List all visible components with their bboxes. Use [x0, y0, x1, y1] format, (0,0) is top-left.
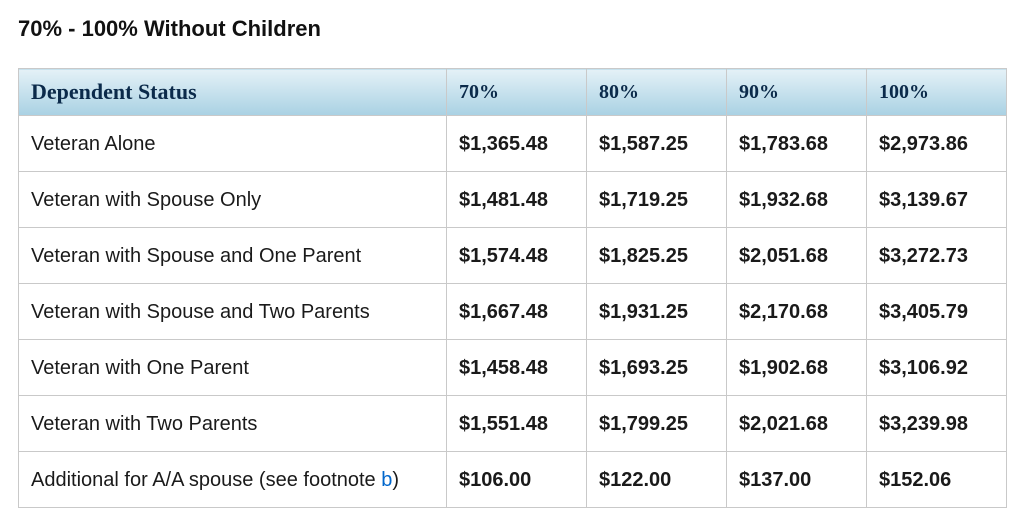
cell-100: $3,139.67: [867, 172, 1007, 228]
cell-80: $1,931.25: [587, 284, 727, 340]
cell-90: $1,932.68: [727, 172, 867, 228]
cell-status: Veteran with Spouse and One Parent: [19, 228, 447, 284]
cell-70: $1,365.48: [447, 116, 587, 172]
footnote-prefix: Additional for A/A spouse (see footnote: [31, 469, 381, 491]
cell-80: $1,693.25: [587, 340, 727, 396]
cell-100: $3,272.73: [867, 228, 1007, 284]
footnote-link-b[interactable]: b: [381, 469, 392, 491]
section-title: 70% - 100% Without Children: [18, 16, 1006, 42]
cell-status: Veteran with Two Parents: [19, 396, 447, 452]
table-header-row: Dependent Status 70% 80% 90% 100%: [19, 69, 1007, 116]
cell-90: $1,783.68: [727, 116, 867, 172]
cell-70: $1,458.48: [447, 340, 587, 396]
col-header-90: 90%: [727, 69, 867, 116]
cell-90: $1,902.68: [727, 340, 867, 396]
table-row: Veteran with Two Parents $1,551.48 $1,79…: [19, 396, 1007, 452]
cell-100: $3,106.92: [867, 340, 1007, 396]
cell-80: $122.00: [587, 452, 727, 508]
col-header-80: 80%: [587, 69, 727, 116]
col-header-100: 100%: [867, 69, 1007, 116]
cell-status: Veteran with One Parent: [19, 340, 447, 396]
cell-100: $3,239.98: [867, 396, 1007, 452]
footnote-suffix: ): [392, 469, 399, 491]
cell-70: $1,574.48: [447, 228, 587, 284]
cell-90: $137.00: [727, 452, 867, 508]
cell-80: $1,587.25: [587, 116, 727, 172]
table-row: Veteran Alone $1,365.48 $1,587.25 $1,783…: [19, 116, 1007, 172]
cell-status: Veteran with Spouse Only: [19, 172, 447, 228]
cell-90: $2,170.68: [727, 284, 867, 340]
cell-status-footnote: Additional for A/A spouse (see footnote …: [19, 452, 447, 508]
col-header-70: 70%: [447, 69, 587, 116]
cell-100: $152.06: [867, 452, 1007, 508]
cell-80: $1,799.25: [587, 396, 727, 452]
table-row: Veteran with Spouse and Two Parents $1,6…: [19, 284, 1007, 340]
rate-table: Dependent Status 70% 80% 90% 100% Vetera…: [18, 68, 1007, 508]
cell-90: $2,051.68: [727, 228, 867, 284]
cell-status: Veteran with Spouse and Two Parents: [19, 284, 447, 340]
cell-90: $2,021.68: [727, 396, 867, 452]
cell-70: $1,667.48: [447, 284, 587, 340]
cell-100: $2,973.86: [867, 116, 1007, 172]
cell-70: $1,481.48: [447, 172, 587, 228]
cell-status: Veteran Alone: [19, 116, 447, 172]
col-header-status: Dependent Status: [19, 69, 447, 116]
table-row: Veteran with One Parent $1,458.48 $1,693…: [19, 340, 1007, 396]
table-row-footnote: Additional for A/A spouse (see footnote …: [19, 452, 1007, 508]
cell-80: $1,825.25: [587, 228, 727, 284]
table-row: Veteran with Spouse Only $1,481.48 $1,71…: [19, 172, 1007, 228]
table-row: Veteran with Spouse and One Parent $1,57…: [19, 228, 1007, 284]
cell-70: $1,551.48: [447, 396, 587, 452]
cell-80: $1,719.25: [587, 172, 727, 228]
cell-70: $106.00: [447, 452, 587, 508]
cell-100: $3,405.79: [867, 284, 1007, 340]
